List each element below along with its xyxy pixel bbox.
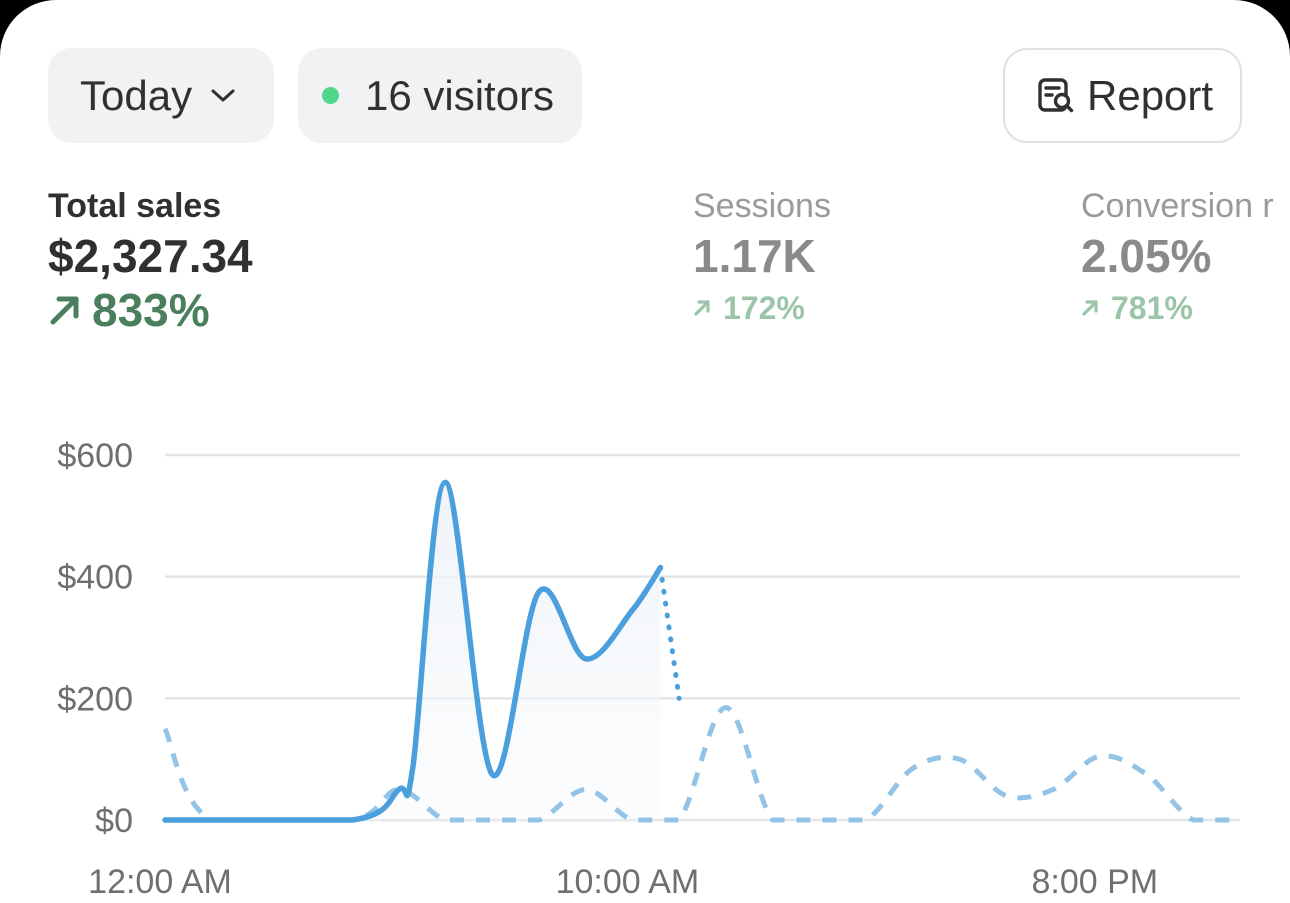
- metric-sessions[interactable]: Sessions 1.17K 172%: [693, 186, 831, 328]
- metric-change: 172%: [693, 288, 831, 328]
- live-visitors-badge[interactable]: 16 visitors: [298, 48, 582, 143]
- current-series-projection: [657, 565, 682, 701]
- report-button[interactable]: Report: [1003, 48, 1242, 143]
- x-tick-label: 8:00 PM: [1031, 863, 1158, 901]
- metric-label: Total sales: [48, 187, 222, 225]
- report-search-icon: [1037, 77, 1075, 115]
- metric-change-value: 172%: [723, 290, 805, 326]
- metric-value: $2,327.34: [48, 230, 253, 282]
- metric-total-sales[interactable]: Total sales $2,327.34 833%: [48, 186, 253, 336]
- metric-value: 2.05%: [1081, 230, 1212, 282]
- live-visitors-label: 16 visitors: [365, 71, 555, 119]
- comparison-series-line: [162, 704, 1240, 823]
- arrow-up-right-icon: [1082, 300, 1098, 316]
- arrow-up-right-icon: [694, 300, 710, 316]
- data-point: [1146, 773, 1148, 775]
- y-tick-label: $600: [57, 437, 133, 475]
- metric-change: 781%: [1081, 288, 1274, 328]
- x-tick-label: 12:00 AM: [88, 863, 232, 901]
- y-tick-label: $0: [95, 802, 133, 840]
- metric-label: Conversion r: [1081, 187, 1274, 225]
- metric-label: Sessions: [693, 187, 831, 225]
- chevron-down-icon: [210, 88, 236, 104]
- metric-value: 1.17K: [693, 230, 816, 282]
- current-series-line: [162, 479, 664, 823]
- arrow-up-right-icon: [50, 296, 79, 325]
- date-range-label: Today: [80, 71, 193, 119]
- y-tick-label: $400: [57, 559, 133, 597]
- live-dot-icon: [322, 87, 339, 104]
- report-label: Report: [1087, 71, 1214, 119]
- date-range-dropdown[interactable]: Today: [48, 48, 274, 143]
- metric-change: 833%: [48, 284, 253, 336]
- x-tick-label: 10:00 AM: [556, 863, 700, 901]
- metric-conversion-rate[interactable]: Conversion r 2.05% 781%: [1081, 186, 1274, 328]
- sales-line-chart[interactable]: $600 $400 $200 $0 12:00 AM 10:00 AM 8:00 PM: [0, 400, 1290, 903]
- current-series-area: [165, 482, 661, 820]
- metric-change-value: 781%: [1111, 290, 1193, 326]
- data-point: [1099, 755, 1101, 757]
- y-tick-label: $200: [57, 680, 133, 718]
- metric-change-value: 833%: [92, 284, 210, 336]
